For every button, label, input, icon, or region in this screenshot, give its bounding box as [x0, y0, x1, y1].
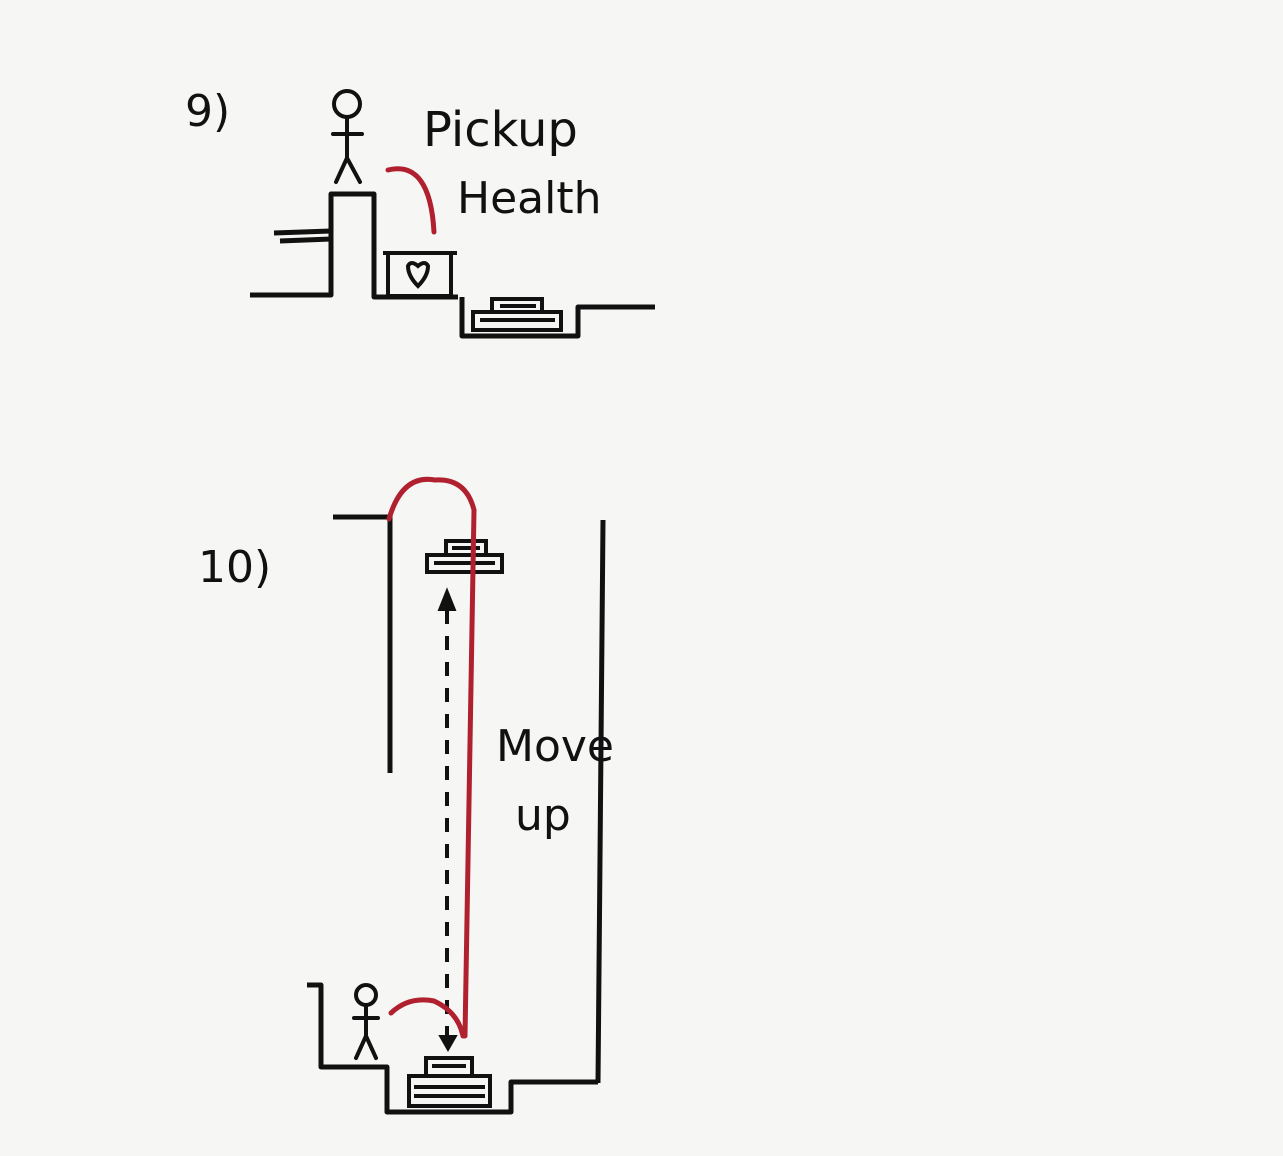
panel-9-number-label: 9)	[185, 86, 230, 137]
panel-9: 9) Picku	[185, 86, 655, 339]
panel-10-number-label: 10)	[198, 542, 271, 593]
stick-figure-icon	[352, 983, 380, 1060]
stick-figure-icon	[331, 89, 364, 184]
panel-9-caption-line1: Pickup	[423, 102, 578, 158]
panel-10-caption-line1: Move	[496, 721, 614, 772]
dashed-up-arrow-icon	[437, 587, 458, 1053]
panel-10-caption-line2: up	[515, 790, 571, 841]
red-path-icon	[386, 476, 477, 1039]
heart-crate-icon	[383, 251, 457, 298]
panel-9-caption-line2: Health	[457, 173, 601, 224]
pressure-pad-icon	[471, 297, 563, 332]
jump-arc-icon	[385, 166, 437, 235]
panel-10: 10)	[198, 476, 614, 1115]
pressure-pad-icon	[407, 1056, 492, 1108]
